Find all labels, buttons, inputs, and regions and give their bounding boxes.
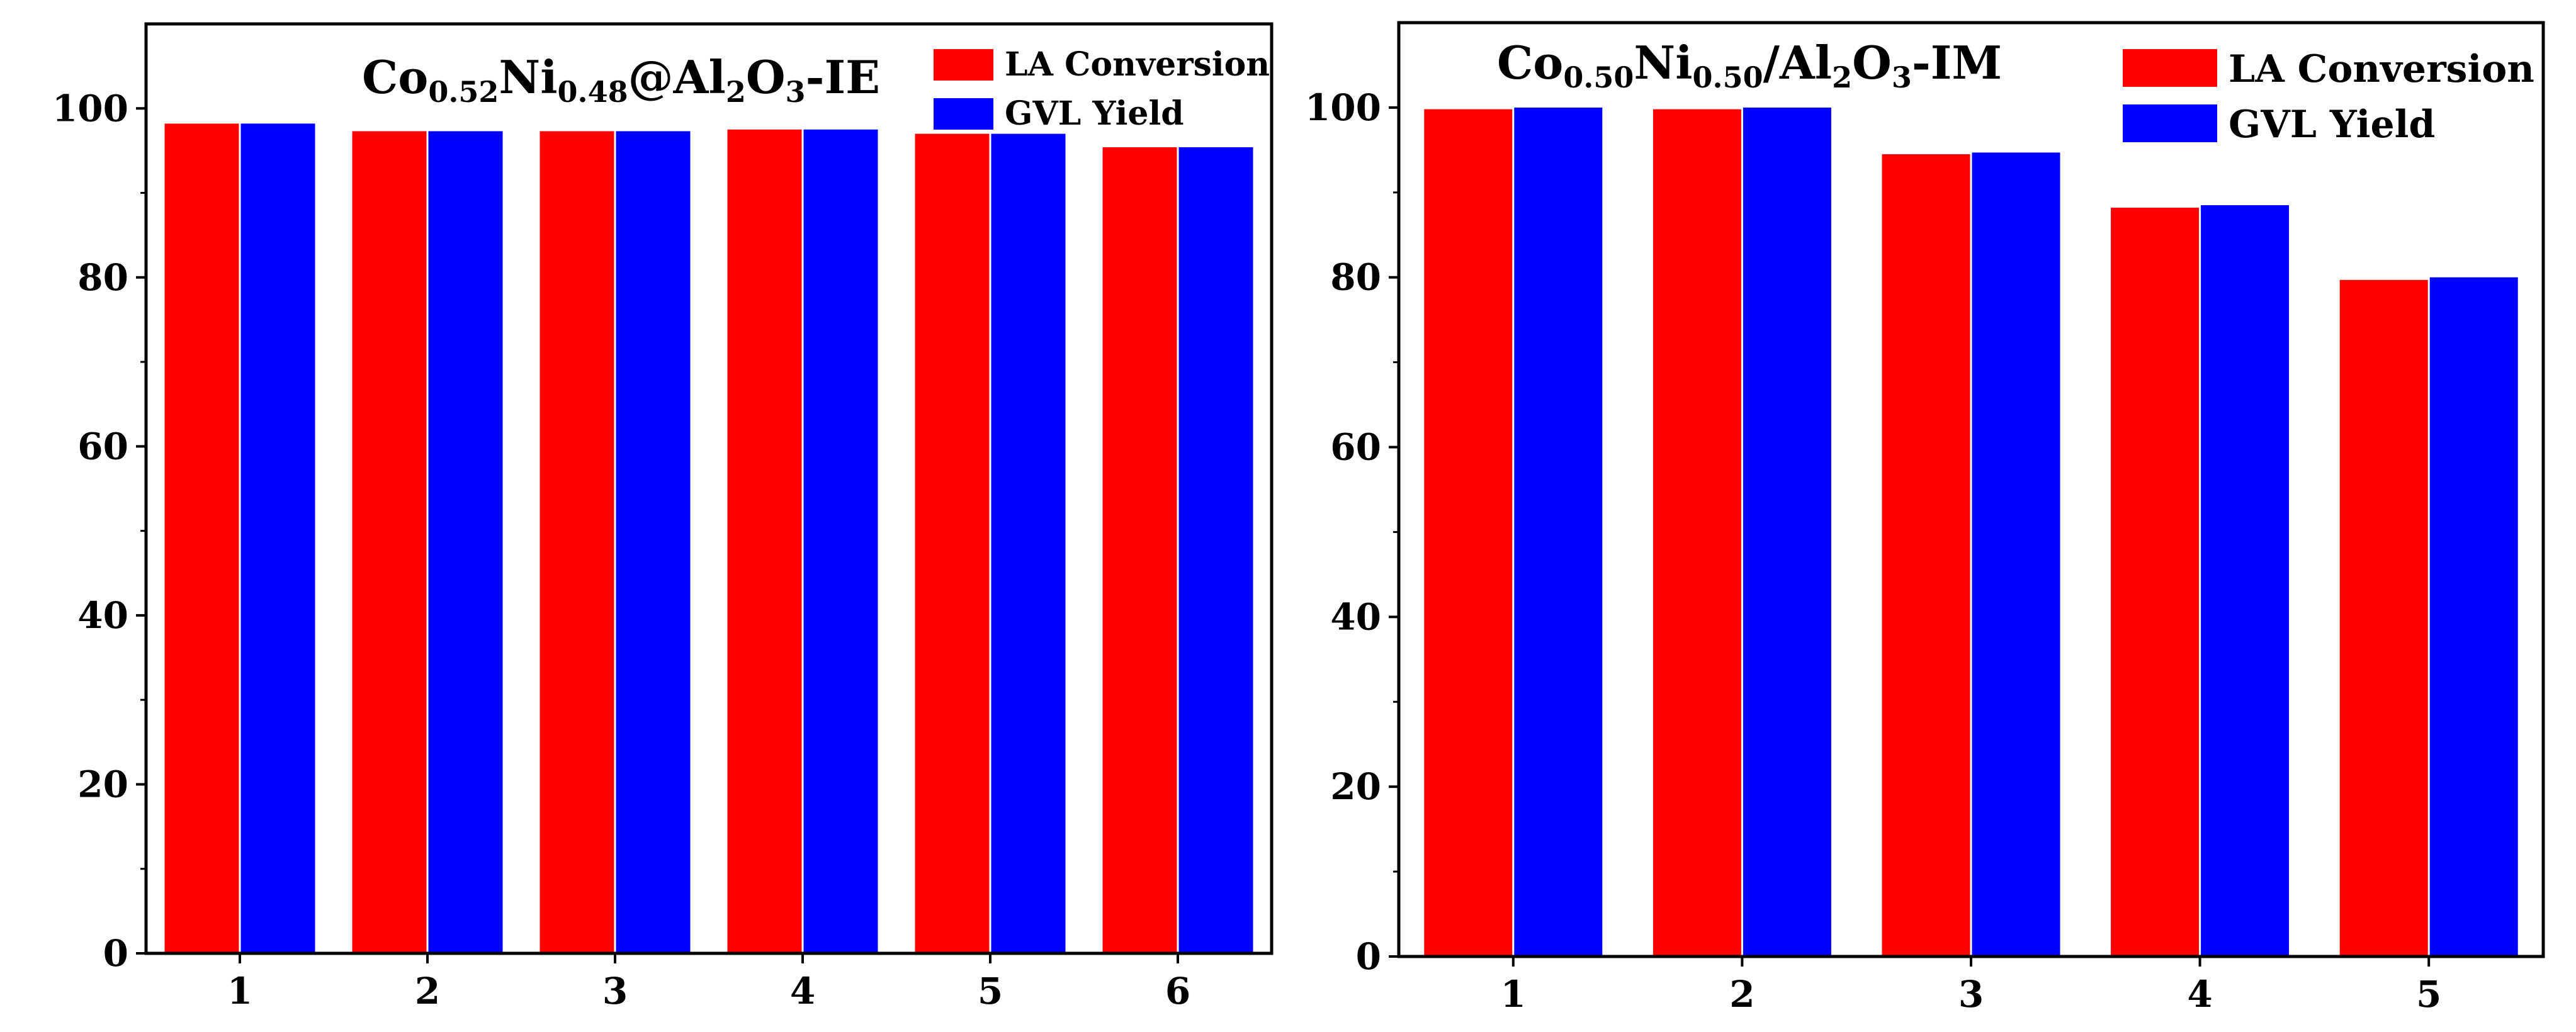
y-tick-label: 20 — [77, 763, 128, 805]
legend-swatch-la-conversion — [934, 49, 993, 81]
axes-frame — [1397, 21, 2545, 958]
bar-la-conversion-2 — [352, 131, 427, 953]
x-tick-label: 1 — [227, 970, 252, 1012]
legend-label-la-conversion: LA Conversion — [1005, 45, 1270, 84]
legend-label-la-conversion: LA Conversion — [2229, 47, 2534, 91]
chart-title: Co0.50Ni0.50/Al2O3-IM — [1497, 36, 2002, 94]
bar-gvl-yield-1 — [1514, 107, 1603, 956]
y-tick-label: 40 — [77, 594, 128, 637]
y-tick-label: 80 — [77, 256, 128, 299]
axes-frame — [144, 22, 1274, 955]
bar-la-conversion-5 — [2339, 279, 2428, 956]
legend-label-gvl-yield: GVL Yield — [2229, 103, 2435, 147]
bar-la-conversion-3 — [539, 131, 614, 953]
y-tick-label: 80 — [1330, 256, 1381, 299]
bar-gvl-yield-5 — [2429, 277, 2518, 957]
bar-gvl-yield-6 — [1178, 147, 1253, 953]
x-tick-label: 2 — [1729, 973, 1754, 1016]
x-tick-label: 5 — [978, 970, 1003, 1012]
bar-la-conversion-4 — [727, 129, 802, 953]
bar-la-conversion-2 — [1652, 109, 1741, 957]
bar-gvl-yield-5 — [991, 133, 1066, 954]
bar-la-conversion-1 — [1424, 109, 1513, 957]
x-tick-label: 4 — [790, 970, 815, 1012]
bar-la-conversion-5 — [915, 133, 990, 954]
legend-label-gvl-yield: GVL Yield — [1005, 94, 1184, 133]
y-tick-label: 100 — [1305, 86, 1381, 129]
bar-la-conversion-3 — [1882, 154, 1970, 957]
legend-swatch-gvl-yield — [934, 98, 993, 130]
chart-panel-im: 1 2 3 4 5 0 20 40 60 80 100 Co0.50Ni0.50/Al2O3-IM LA… — [1305, 21, 2545, 1016]
x-tick-label: 3 — [1958, 973, 1984, 1016]
x-tick-label: 1 — [1501, 973, 1526, 1016]
y-tick-label: 0 — [1356, 935, 1381, 978]
bar-la-conversion-4 — [2111, 208, 2200, 957]
bar-gvl-yield-3 — [1972, 152, 2060, 956]
y-tick-label: 100 — [52, 87, 128, 130]
legend-swatch-gvl-yield — [2123, 104, 2217, 142]
x-tick-label: 3 — [602, 970, 628, 1012]
legend-swatch-la-conversion — [2123, 49, 2217, 87]
y-tick-label: 20 — [1330, 765, 1381, 808]
y-tick-label: 60 — [77, 425, 128, 468]
bar-gvl-yield-2 — [428, 131, 503, 953]
x-tick-label: 2 — [415, 970, 440, 1012]
x-tick-label: 4 — [2187, 973, 2212, 1016]
bar-gvl-yield-3 — [616, 131, 691, 953]
bar-gvl-yield-1 — [240, 123, 315, 953]
x-tick-label: 6 — [1165, 970, 1190, 1012]
chart-title: Co0.52Ni0.48@Al2O3-IE — [362, 50, 880, 109]
y-tick-label: 40 — [1330, 595, 1381, 638]
bar-gvl-yield-4 — [803, 129, 878, 953]
x-tick-label: 5 — [2416, 973, 2441, 1016]
bar-la-conversion-6 — [1102, 147, 1177, 953]
y-tick-label: 60 — [1330, 426, 1381, 469]
bar-gvl-yield-4 — [2201, 205, 2290, 957]
bar-la-conversion-1 — [164, 123, 239, 953]
bar-gvl-yield-2 — [1743, 107, 1831, 956]
y-tick-label: 0 — [103, 932, 128, 975]
